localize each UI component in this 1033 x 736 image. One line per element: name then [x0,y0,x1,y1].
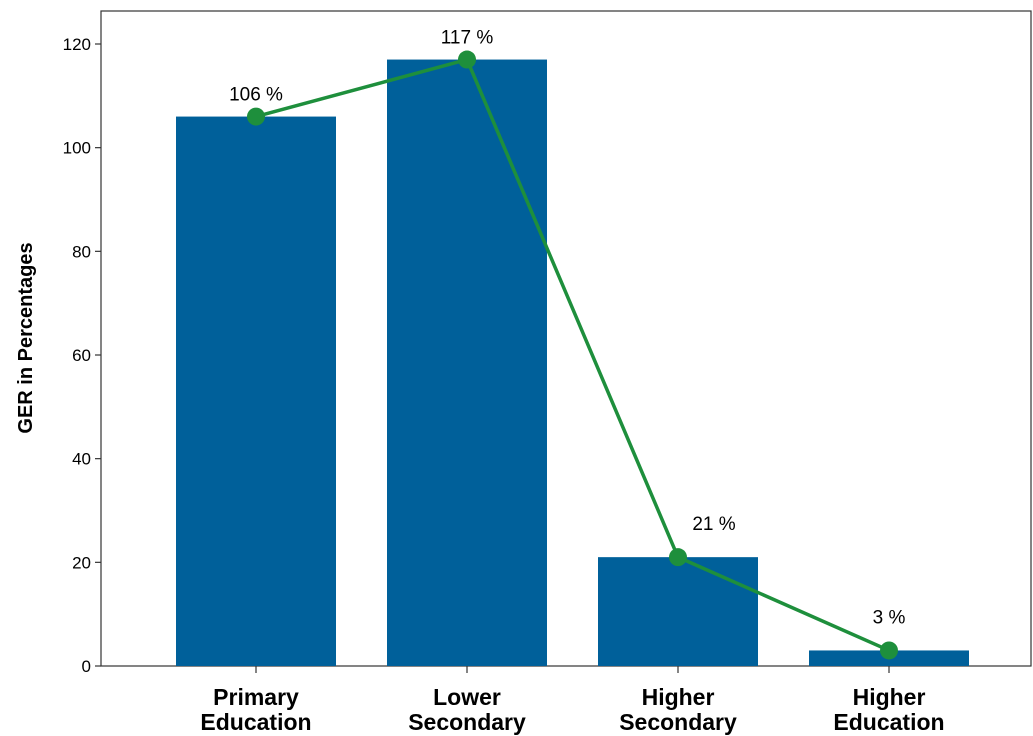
x-tick-label-3: Higher Education [833,684,944,735]
x-tick-label-line: Secondary [408,709,526,735]
x-tick-label-line: Higher [853,684,926,710]
bar-2 [598,557,758,666]
x-tick-label-line: Higher [642,684,715,710]
line-group [247,51,898,660]
y-tick-label-3: 60 [72,346,91,365]
x-tick-label-1: Lower Secondary [408,684,526,735]
y-tick-label-0: 0 [82,657,91,676]
x-tick-label-line: Lower [433,684,501,710]
bars-group [176,60,969,666]
y-tick-label-1: 20 [72,553,91,572]
data-label-2: 21 % [692,514,735,535]
y-tick-label-5: 100 [63,139,91,158]
y-axis: 0 20 40 60 80 100 120 [63,35,101,676]
x-tick-label-line: Secondary [619,709,737,735]
line-point-0 [247,108,265,126]
bar-0 [176,117,336,666]
y-tick-label-2: 40 [72,450,91,469]
line-point-1 [458,51,476,69]
y-tick-label-4: 80 [72,242,91,261]
y-tick-label-6: 120 [63,35,91,54]
series-line [256,60,889,651]
x-tick-label-line: Primary [213,684,299,710]
line-point-2 [669,548,687,566]
data-label-3: 3 % [873,607,906,628]
line-point-3 [880,641,898,659]
x-tick-label-0: Primary Education [200,684,311,735]
x-tick-label-2: Higher Secondary [619,684,737,735]
x-tick-label-line: Education [200,709,311,735]
bar-1 [387,60,547,666]
y-axis-title: GER in Percentages [15,242,37,433]
data-label-0: 106 % [229,85,283,106]
data-label-1: 117 % [441,28,494,49]
x-tick-label-line: Education [833,709,944,735]
